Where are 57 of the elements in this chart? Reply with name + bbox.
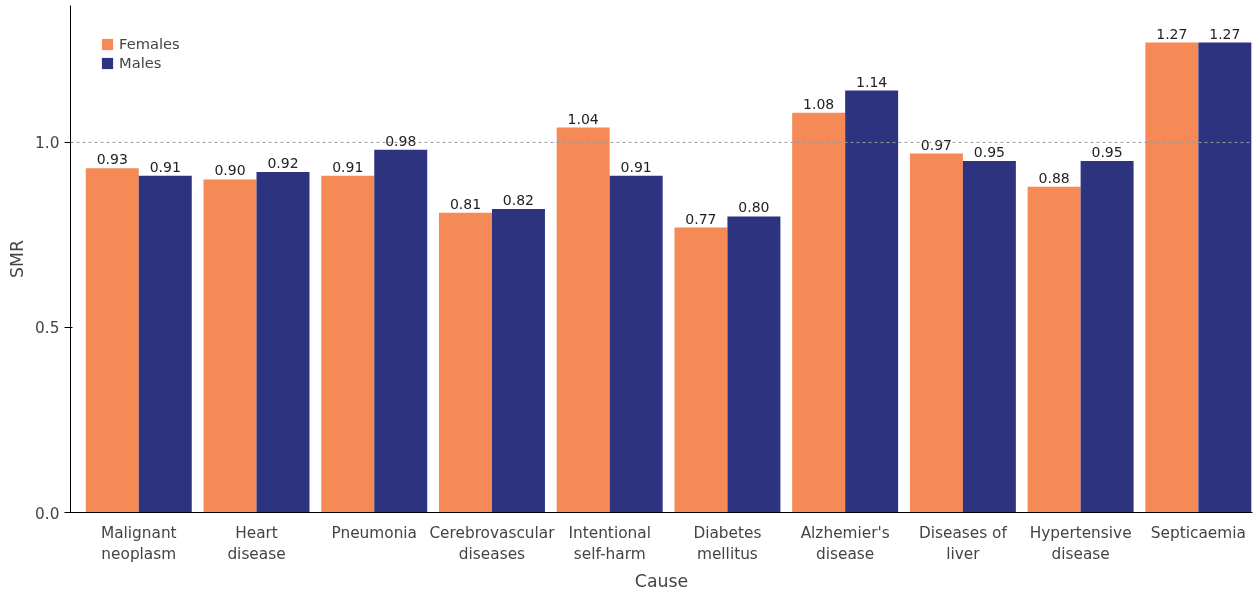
bar [674,227,728,513]
data-label: 0.77 [685,210,717,227]
bar [438,212,492,513]
bar [491,209,545,513]
x-tick-label: Cerebrovascular diseases [429,523,556,564]
x-axis-title: Cause [634,571,689,592]
data-label: 0.95 [1091,143,1123,160]
data-label: 0.88 [1038,169,1070,186]
x-tick-label: Septicaemia [1150,523,1246,542]
bar [256,172,310,513]
bar [1080,160,1134,513]
data-label: 0.95 [973,143,1005,160]
data-label: 0.90 [214,162,246,179]
bar [1198,42,1252,513]
bar [727,216,781,513]
y-tick-label: 1.0 [35,134,60,153]
x-tick-label: Diabetes mellitus [693,523,762,564]
legend-label: Females [119,35,180,52]
data-label: 0.91 [620,158,652,175]
data-label: 0.98 [385,132,417,149]
bar [85,168,139,513]
bar [1145,42,1199,513]
y-tick-label: 0.5 [35,319,60,338]
data-label: 0.91 [332,158,364,175]
data-label: 0.91 [149,158,181,175]
x-tick-label: Malignant neoplasm [100,523,177,564]
bar [792,112,846,513]
data-label: 0.81 [449,195,482,212]
bar [203,179,257,513]
data-label: 0.80 [738,199,770,216]
y-axis-title: SMR [7,239,28,278]
x-tick-label: Diseases of liver [918,523,1008,564]
x-tick-label: Pneumonia [331,523,417,542]
data-label: 1.27 [1156,25,1188,42]
data-label: 0.82 [502,192,535,209]
bar [1027,186,1081,513]
legend-label: Males [119,54,162,71]
bar [374,149,428,513]
x-tick-label: Hypertensive disease [1029,523,1132,564]
data-label: 1.08 [803,95,835,112]
bar [321,175,375,513]
y-tick-label: 0.0 [35,504,60,523]
x-tick-label: Intentional self-harm [568,523,651,564]
data-label: 1.14 [856,73,888,90]
bar [556,127,610,513]
x-tick-label: Alzhemier's disease [800,523,890,564]
x-tick-label: Heart disease [227,523,286,564]
data-label: 0.92 [267,155,299,172]
data-label: 1.04 [567,110,599,127]
bar [609,175,663,513]
data-label: 0.93 [96,151,128,168]
data-label: 1.27 [1209,25,1241,42]
bar [138,175,192,513]
bar [845,90,899,513]
bar [962,160,1016,513]
data-label: 0.97 [920,136,952,153]
bar [909,153,963,513]
